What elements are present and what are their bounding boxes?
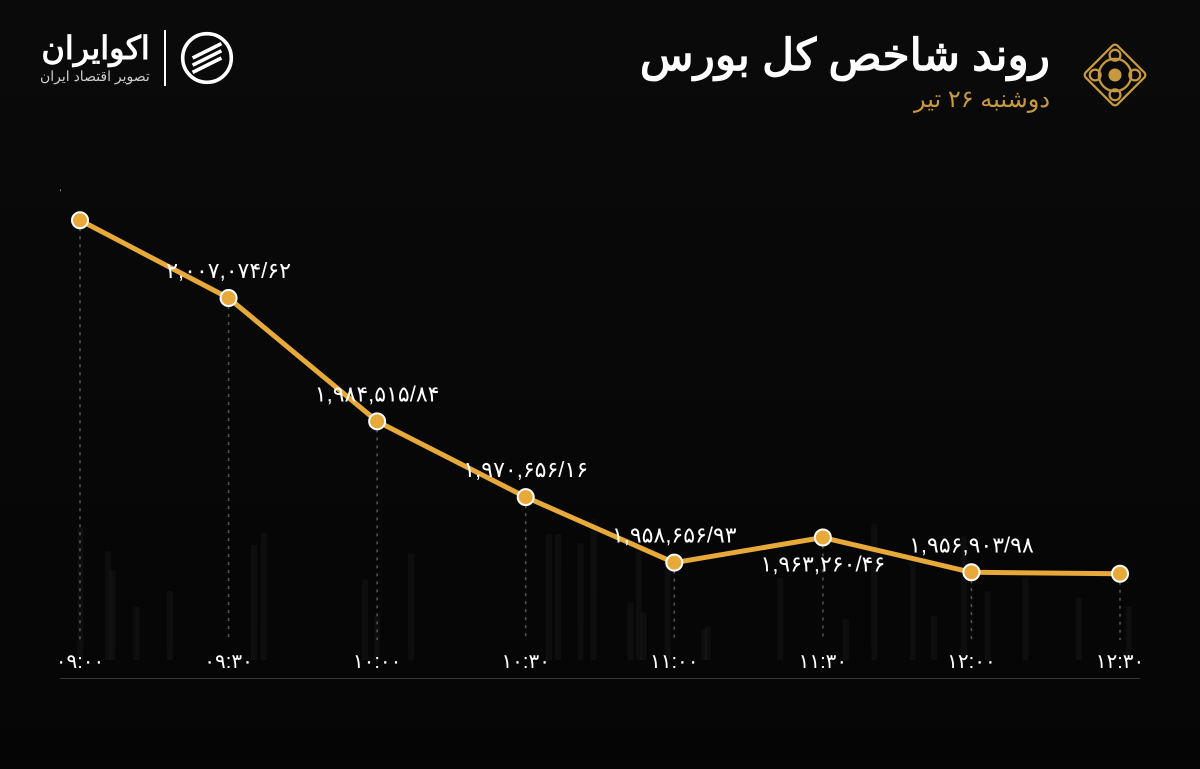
chart-marker	[72, 212, 88, 228]
chart-marker	[666, 555, 682, 571]
bg-bar	[105, 551, 111, 660]
bg-bar	[546, 534, 552, 660]
bg-bar	[1076, 598, 1082, 660]
bg-bar	[641, 613, 647, 660]
emblem-icon	[1070, 30, 1160, 120]
bg-bar	[777, 578, 783, 660]
x-axis-label: ۰۹:۳۰	[204, 651, 253, 673]
brand-text: اکوایران تصویر اقتصاد ایران	[40, 32, 150, 85]
bg-bar	[910, 562, 916, 660]
axis-line	[60, 678, 1140, 679]
value-label: ۱,۹۵۶,۹۰۳/۹۸	[909, 532, 1034, 557]
chart-marker	[963, 564, 979, 580]
chart-marker	[815, 530, 831, 546]
bg-bar	[261, 533, 267, 660]
brand-name: اکوایران	[40, 32, 150, 64]
bg-bar	[555, 534, 561, 660]
bg-bar	[362, 580, 368, 660]
bg-bar	[931, 616, 937, 660]
bg-bar	[1023, 578, 1029, 660]
bg-bar	[627, 602, 633, 660]
chart-area: ۲,۰۲۱,۲۹۷/۶۴ ۲,۰۰۷,۰۷۴/۶۲ ۱,۹۸۴,۵۱۵/۸۴ ۱,۹۷…	[60, 180, 1140, 709]
title-text: روند شاخص کل بورس دوشنبه ۲۶ تیر	[640, 30, 1050, 114]
brand-tagline: تصویر اقتصاد ایران	[40, 68, 150, 85]
chart-marker	[369, 413, 385, 429]
bg-bar	[251, 545, 257, 660]
page-title: روند شاخص کل بورس	[640, 30, 1050, 81]
value-label: ۱,۹۵۸,۶۵۶/۹۳	[612, 523, 737, 548]
brand-divider	[164, 30, 166, 86]
value-label: ۲,۰۰۷,۰۷۴/۶۲	[166, 258, 291, 283]
x-axis-label: ۱۰:۰۰	[353, 651, 402, 673]
x-axis-label: ۱۱:۰۰	[650, 651, 699, 673]
chart-marker	[518, 489, 534, 505]
line-chart: ۲,۰۲۱,۲۹۷/۶۴ ۲,۰۰۷,۰۷۴/۶۲ ۱,۹۸۴,۵۱۵/۸۴ ۱,۹۷…	[60, 180, 1140, 709]
value-label: ۱,۹۶۳,۲۶۰/۴۶	[761, 552, 886, 577]
x-axis-label: ۱۰:۳۰	[501, 651, 550, 673]
page-subtitle: دوشنبه ۲۶ تیر	[640, 85, 1050, 114]
bg-bar	[134, 607, 140, 660]
bg-bar	[167, 591, 173, 660]
value-label: ۲,۰۲۱,۲۹۷/۶۴	[60, 180, 62, 205]
bg-bar	[985, 591, 991, 660]
x-axis-label: ۱۲:۳۰	[1096, 651, 1140, 673]
value-label: ۱,۹۵۶,۶۲۶/۹۲	[1138, 588, 1140, 613]
x-axis-label: ۰۹:۰۰	[60, 651, 104, 673]
value-label: ۱,۹۷۰,۶۵۶/۱۶	[463, 457, 588, 482]
chart-marker	[221, 290, 237, 306]
brand-icon	[180, 31, 234, 85]
header: اکوایران تصویر اقتصاد ایران روند شاخص کل…	[40, 30, 1160, 120]
x-axis-label: ۱۱:۳۰	[799, 651, 848, 673]
chart-marker	[1112, 566, 1128, 582]
x-axis-label: ۱۲:۰۰	[947, 651, 996, 673]
title-block: روند شاخص کل بورس دوشنبه ۲۶ تیر	[640, 30, 1160, 120]
value-label: ۱,۹۸۴,۵۱۵/۸۴	[315, 381, 440, 406]
bg-bar	[577, 543, 583, 660]
bg-bar	[590, 519, 596, 660]
bg-bar	[701, 630, 707, 660]
bg-bar	[665, 564, 671, 660]
bg-bar	[408, 553, 414, 660]
brand-block: اکوایران تصویر اقتصاد ایران	[40, 30, 234, 86]
bg-bar	[871, 524, 877, 660]
bg-bar	[77, 527, 83, 660]
